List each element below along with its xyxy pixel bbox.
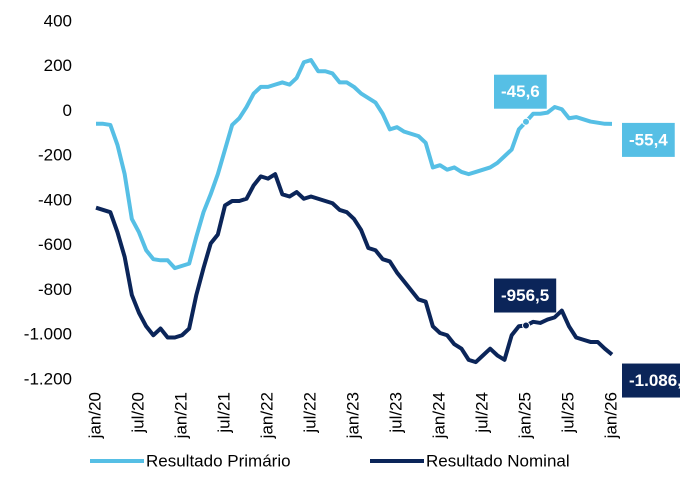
- value-label-box: [622, 363, 680, 398]
- x-tick-label: jul/20: [128, 392, 147, 434]
- x-tick-label: jan/23: [343, 392, 362, 439]
- x-tick-label: jul/21: [214, 392, 233, 434]
- y-tick-label: -1.200: [24, 369, 72, 388]
- value-label-text: -1.086,2: [629, 371, 680, 390]
- legend-label: Resultado Primário: [146, 451, 291, 470]
- y-tick-label: 400: [44, 11, 72, 30]
- x-tick-label: jan/22: [257, 392, 276, 439]
- x-tick-label: jan/20: [85, 392, 104, 439]
- value-label: -45,6: [494, 74, 547, 109]
- value-label-box: [622, 122, 675, 157]
- value-label-text: -956,5: [501, 286, 549, 305]
- value-label: -956,5: [494, 278, 557, 313]
- x-tick-label: jan/21: [171, 392, 190, 439]
- point-marker: [522, 321, 530, 330]
- value-label-box: [494, 74, 547, 109]
- value-label-text: -45,6: [501, 82, 540, 101]
- x-tick-label: jul/23: [386, 392, 405, 434]
- x-tick-label: jul/25: [558, 392, 577, 434]
- x-tick-label: jan/25: [515, 392, 534, 439]
- y-tick-label: -800: [38, 280, 72, 299]
- value-label-text: -55,4: [629, 130, 668, 149]
- y-tick-label: -400: [38, 190, 72, 209]
- x-tick-label: jul/22: [300, 392, 319, 434]
- x-tick-label: jan/24: [429, 392, 448, 439]
- value-label: -55,4: [622, 122, 675, 157]
- x-tick-label: jul/24: [472, 392, 491, 434]
- value-label: -1.086,2: [622, 363, 680, 398]
- y-tick-label: -600: [38, 235, 72, 254]
- y-tick-label: -200: [38, 146, 72, 165]
- x-tick-label: jan/26: [601, 392, 620, 439]
- value-label-box: [494, 278, 557, 313]
- y-tick-label: 0: [63, 101, 72, 120]
- point-marker: [522, 117, 530, 126]
- y-tick-label: 200: [44, 56, 72, 75]
- legend-label: Resultado Nominal: [426, 451, 570, 470]
- y-tick-label: -1.000: [24, 325, 72, 344]
